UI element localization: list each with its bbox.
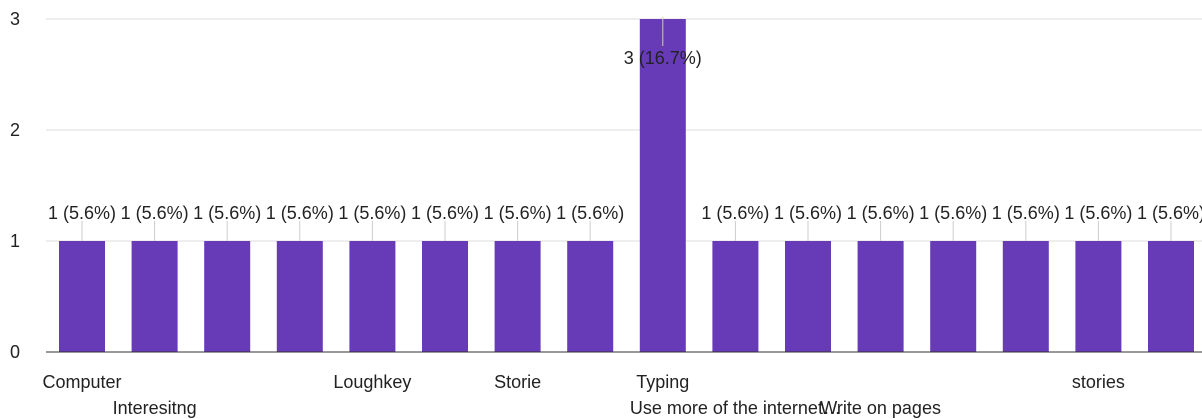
- bar: [1148, 241, 1194, 352]
- data-label: 1 (5.6%): [1064, 203, 1132, 223]
- data-labels: 1 (5.6%) 1 (5.6%) 1 (5.6%) 1 (5.6%) 1 (5.6%)…: [48, 48, 1202, 223]
- bar: [712, 241, 759, 352]
- data-label: 1 (5.6%): [992, 203, 1060, 223]
- bar: [276, 241, 323, 352]
- data-label: 1 (5.6%): [338, 203, 406, 223]
- bar: [1002, 241, 1049, 352]
- bar: [494, 241, 541, 352]
- data-label: 1 (5.6%): [121, 203, 189, 223]
- x-category-label: Use more of the internet…: [630, 398, 841, 418]
- x-category-label: Loughkey: [333, 372, 411, 392]
- y-tick-label: 3: [10, 9, 20, 29]
- x-category-label: Interesitng: [113, 398, 197, 418]
- x-category-label: Storie: [494, 372, 541, 392]
- bar: [204, 241, 251, 352]
- bar: [349, 241, 396, 352]
- bar: [422, 241, 468, 352]
- data-label: 1 (5.6%): [411, 203, 479, 223]
- x-category-label: stories: [1072, 372, 1125, 392]
- y-tick-label: 1: [10, 231, 20, 251]
- data-label: 1 (5.6%): [193, 203, 261, 223]
- bar: [639, 19, 686, 352]
- bar: [1075, 241, 1122, 352]
- data-label: 1 (5.6%): [701, 203, 769, 223]
- x-category-label: Typing: [636, 372, 689, 392]
- data-label: 1 (5.6%): [48, 203, 116, 223]
- data-label: 1 (5.6%): [774, 203, 842, 223]
- bar: [930, 241, 977, 352]
- data-label: 3 (16.7%): [624, 48, 702, 68]
- y-axis-ticks: 0 1 2 3: [10, 9, 20, 362]
- label-leaders: [81, 17, 1172, 241]
- x-category-label: Computer: [42, 372, 121, 392]
- bar: [131, 241, 178, 352]
- data-label: 1 (5.6%): [919, 203, 987, 223]
- data-label: 1 (5.6%): [484, 203, 552, 223]
- data-label: 1 (5.6%): [847, 203, 915, 223]
- y-tick-label: 0: [10, 342, 20, 362]
- data-label: 1 (5.6%): [556, 203, 624, 223]
- bar: [857, 241, 904, 352]
- x-category-label: Write on pages: [820, 398, 941, 418]
- data-label: 1 (5.6%): [266, 203, 334, 223]
- bar: [59, 241, 105, 352]
- y-tick-label: 2: [10, 120, 20, 140]
- bar: [567, 241, 614, 352]
- data-label: 1 (5.6%): [1137, 203, 1202, 223]
- x-axis-labels: Computer Interesitng Loughkey Storie Typing U…: [42, 372, 1124, 418]
- bar: [785, 241, 831, 352]
- bars: [59, 19, 1194, 352]
